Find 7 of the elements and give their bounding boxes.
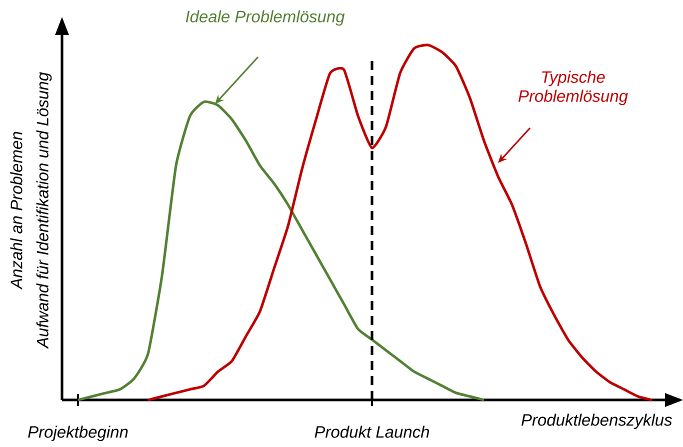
y-axis-title: Anzahl an Problemen [10, 132, 22, 290]
x-axis-title: Produktlebenszyklus [521, 414, 672, 430]
text: Aufwand für Identifikation und Lösung [36, 72, 52, 350]
x-tick-label: Projektbeginn [28, 426, 128, 442]
text: Typische Problemlösung [518, 71, 628, 106]
text: Ideale Problemlösung [186, 10, 345, 26]
x-tick-label: Produkt Launch [314, 426, 430, 438]
